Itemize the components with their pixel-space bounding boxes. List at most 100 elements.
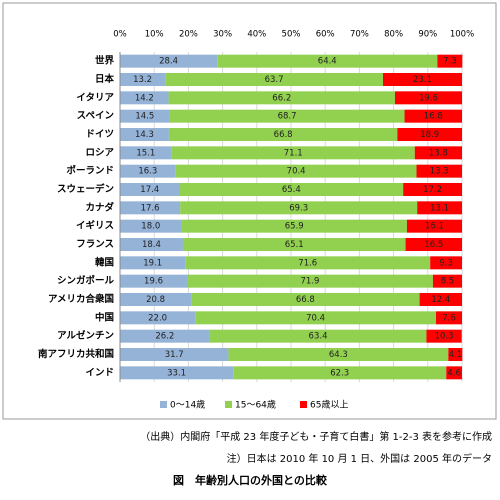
- value-label: 66.8: [274, 130, 293, 140]
- value-label: 16.1: [425, 222, 444, 232]
- bar-segment: [191, 293, 420, 306]
- bar-segment: [168, 91, 395, 105]
- legend-swatch: [160, 401, 167, 408]
- bar-segment: [432, 274, 462, 288]
- bar-segment: [430, 256, 462, 270]
- bar-segment: [120, 164, 176, 178]
- bar-segment: [448, 348, 463, 361]
- value-label: 13.2: [133, 75, 152, 85]
- bar-segment: [120, 348, 229, 361]
- bar-segment: [436, 311, 462, 325]
- source-note: （出典）内閣府「平成 23 年度子ども・子育て白書」第 1-2-3 表を参考に作…: [140, 430, 492, 443]
- bar-segment: [175, 164, 417, 178]
- data-note: 注）日本は 2010 年 10 月 1 日、外国は 2005 年のデータ: [227, 452, 492, 465]
- category-label: カナダ: [85, 201, 114, 213]
- value-label: 69.3: [289, 203, 308, 213]
- value-label: 4.1: [449, 350, 463, 360]
- value-label: 66.8: [296, 295, 315, 305]
- bar-segment: [120, 201, 181, 215]
- bar-segment: [397, 128, 462, 141]
- bar-segment: [404, 109, 462, 123]
- bar-segment: [120, 219, 182, 233]
- bar-segment: [187, 274, 433, 288]
- value-label: 22.0: [148, 313, 167, 323]
- value-label: 70.4: [306, 313, 325, 323]
- value-label: 15.1: [136, 148, 155, 158]
- value-label: 10.3: [435, 332, 454, 342]
- legend-swatch: [300, 401, 307, 408]
- value-label: 17.4: [140, 185, 159, 195]
- bar-segment: [416, 164, 462, 178]
- bar-segment: [171, 146, 415, 160]
- bar-segment: [417, 201, 462, 215]
- bar-segment: [195, 311, 437, 325]
- value-label: 8.5: [441, 277, 455, 287]
- category-label: イタリア: [76, 91, 114, 103]
- value-label: 14.2: [135, 93, 154, 103]
- x-tick-label: 20%: [179, 30, 198, 40]
- bar-segment: [405, 238, 462, 251]
- value-label: 18.0: [141, 222, 160, 232]
- value-label: 18.9: [420, 130, 439, 140]
- x-tick-label: 90%: [418, 30, 437, 40]
- bar-segment: [120, 238, 183, 251]
- category-label: 南アフリカ共和国: [38, 348, 114, 360]
- value-label: 64.4: [318, 57, 337, 67]
- value-label: 66.2: [272, 93, 291, 103]
- category-label: ドイツ: [85, 129, 114, 140]
- value-label: 65.1: [285, 240, 304, 250]
- category-label: ロシア: [85, 147, 114, 158]
- bar-segment: [120, 91, 169, 105]
- bar-segment: [446, 366, 462, 380]
- bar-segment: [120, 128, 169, 141]
- category-label: スペイン: [77, 111, 114, 122]
- value-label: 71.9: [301, 277, 320, 287]
- x-tick-label: 10%: [145, 30, 164, 40]
- bar-segment: [168, 128, 398, 141]
- bar-segment: [180, 201, 418, 215]
- bar-segment: [120, 329, 210, 343]
- value-label: 16.8: [424, 112, 443, 122]
- chart-title: 図 年齢別人口の外国との比較: [173, 473, 328, 487]
- category-label: 中国: [95, 311, 114, 323]
- x-tick-label: 50%: [282, 30, 301, 40]
- value-label: 26.2: [155, 332, 174, 342]
- value-label: 7.3: [443, 57, 457, 67]
- bar-segment: [426, 329, 462, 343]
- legend-label: 15～64歳: [235, 399, 276, 411]
- category-label: 韓国: [95, 256, 114, 268]
- bar-segment: [181, 219, 407, 233]
- x-tick-label: 70%: [350, 30, 369, 40]
- value-label: 63.7: [265, 75, 284, 85]
- bar-segment: [228, 348, 449, 361]
- bar-segment: [185, 256, 431, 270]
- bar-segment: [120, 256, 186, 270]
- category-label: 日本: [95, 73, 115, 85]
- category-label: フランス: [76, 239, 114, 250]
- bar-segment: [120, 274, 188, 288]
- value-label: 71.1: [284, 148, 303, 158]
- value-label: 33.1: [167, 368, 186, 378]
- value-label: 9.3: [439, 258, 453, 268]
- value-label: 65.9: [285, 222, 304, 232]
- bar-segment: [120, 183, 180, 196]
- value-label: 17.6: [141, 203, 160, 213]
- value-label: 17.2: [423, 185, 442, 195]
- value-label: 28.4: [159, 57, 178, 67]
- legend-label: 0～14歳: [170, 399, 205, 411]
- value-label: 4.6: [447, 368, 461, 378]
- category-label: アメリカ合衆国: [48, 293, 114, 305]
- value-label: 12.4: [431, 295, 450, 305]
- value-label: 13.1: [430, 203, 449, 213]
- value-label: 64.3: [329, 350, 348, 360]
- value-label: 71.6: [298, 258, 317, 268]
- value-label: 18.4: [142, 240, 161, 250]
- value-label: 23.1: [413, 75, 432, 85]
- bar-segment: [120, 293, 192, 306]
- x-tick-label: 60%: [316, 30, 335, 40]
- bar-segment: [120, 366, 234, 380]
- bar-segment: [179, 183, 404, 196]
- value-label: 70.4: [287, 167, 306, 177]
- value-label: 63.4: [309, 332, 328, 342]
- bar-segment: [419, 293, 462, 306]
